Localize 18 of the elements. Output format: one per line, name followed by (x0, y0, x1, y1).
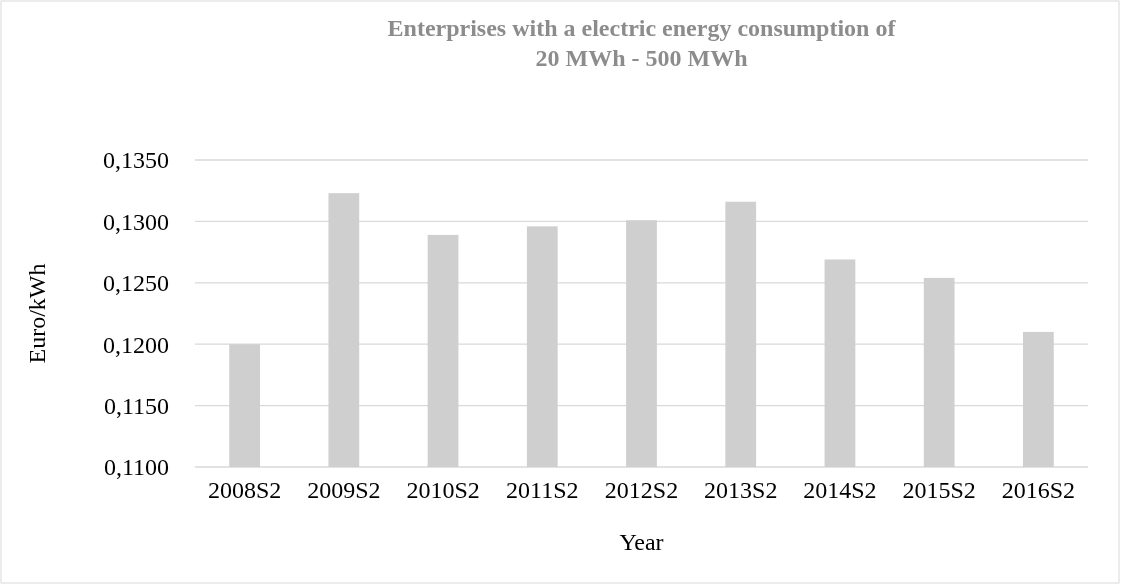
x-axis-title: Year (619, 529, 664, 555)
chart-title: Enterprises with a electric energy consumption of 20 MWh - 500 MWh (387, 15, 897, 71)
y-tick-label: 0,1150 (103, 393, 169, 419)
y-tick-label: 0,1250 (103, 270, 169, 297)
x-tick-label: 2012S2 (604, 477, 679, 503)
x-tick-label: 2014S2 (803, 477, 877, 503)
y-axis-title: Euro/kWh (24, 263, 50, 364)
x-tick-label: 2016S2 (1001, 477, 1076, 503)
x-tick-label: 2008S2 (207, 477, 282, 503)
x-tick-label: 2009S2 (307, 477, 381, 503)
x-tick-label: 2011S2 (506, 477, 579, 503)
x-tick-label: 2015S2 (902, 477, 976, 503)
y-tick-label: 0,1350 (103, 147, 169, 174)
y-tick-label: 0,1300 (103, 208, 169, 235)
y-tick-label: 0,1100 (103, 454, 169, 481)
x-tick-label: 2010S2 (406, 477, 480, 503)
y-tick-label: 0,1200 (103, 331, 169, 358)
x-tick-label: 2013S2 (704, 477, 778, 503)
